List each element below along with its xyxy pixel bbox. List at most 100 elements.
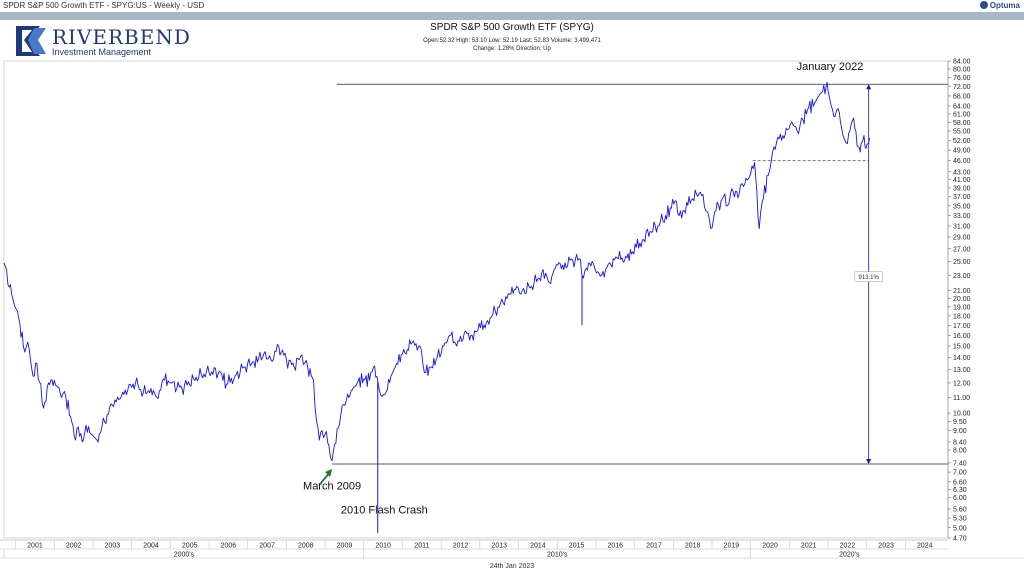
year-label: 2003 (105, 543, 121, 550)
y-tick-label: 52.00 (953, 138, 971, 145)
year-label: 2023 (878, 543, 894, 550)
y-tick-label: 21.00 (953, 288, 971, 295)
year-label: 2018 (685, 543, 701, 550)
year-label: 2012 (453, 543, 469, 550)
chart-date: 24th Jan 2023 (489, 563, 535, 570)
year-label: 2021 (801, 543, 817, 550)
year-label: 2002 (66, 543, 82, 550)
year-label: 2005 (182, 543, 198, 550)
logo-name: RIVERBEND (52, 25, 191, 49)
y-tick-label: 6.60 (953, 479, 967, 486)
year-label: 2024 (917, 543, 933, 550)
year-label: 2016 (607, 543, 623, 550)
year-label: 2008 (298, 543, 314, 550)
y-tick-label: 20.00 (953, 296, 971, 303)
year-label: 2020 (762, 543, 778, 550)
year-label: 2015 (569, 543, 585, 550)
y-tick-label: 31.00 (953, 223, 971, 230)
y-tick-label: 33.00 (953, 213, 971, 220)
y-tick-label: 16.00 (953, 333, 971, 340)
year-label: 2017 (646, 543, 662, 550)
y-tick-label: 10.00 (953, 411, 971, 418)
year-label: 2014 (530, 543, 546, 550)
year-label: 2009 (337, 543, 353, 550)
y-tick-label: 35.00 (953, 203, 971, 210)
year-label: 2010 (375, 543, 391, 550)
y-tick-label: 58.00 (953, 120, 971, 127)
window-titlebar: SPDR S&P 500 Growth ETF - SPYG:US - Week… (0, 0, 1024, 12)
x-axis: 2001 2002 2003 2004 2005 2006 2007 2008 2009 2010… (0, 60, 949, 550)
y-tick-label: 12.00 (953, 380, 971, 387)
y-tick-label: 49.00 (953, 148, 971, 155)
y-tick-label: 72.00 (953, 84, 971, 91)
y-tick-label: 25.00 (953, 259, 971, 266)
brand-name: Optuma (989, 1, 1020, 10)
y-tick-label: 37.00 (953, 194, 971, 201)
y-tick-label: 9.00 (953, 428, 967, 435)
y-tick-label: 5.00 (953, 525, 967, 532)
y-tick-label: 41.00 (953, 177, 971, 184)
y-tick-label: 68.00 (953, 93, 971, 100)
annotation-label: March 2009 (303, 481, 361, 493)
y-tick-label: 13.00 (953, 367, 971, 374)
y-tick-label: 8.00 (953, 448, 967, 455)
y-tick-label: 61.00 (953, 111, 971, 118)
year-label: 2022 (840, 543, 856, 550)
y-tick-label: 5.60 (953, 507, 967, 514)
annotation-label: January 2022 (797, 61, 864, 73)
y-tick-label: 29.00 (953, 234, 971, 241)
riverbend-logo: RIVERBEND Investment Management (14, 24, 190, 58)
measure-label: 913.1% (859, 275, 880, 281)
price-line (3, 81, 870, 462)
overview-timeline-strip[interactable] (0, 12, 1024, 20)
y-tick-label: 64.00 (953, 103, 971, 110)
decade-band: 2000's 2010's 2020's (0, 549, 1024, 559)
year-label: 2013 (491, 543, 507, 550)
y-tick-label: 27.00 (953, 246, 971, 253)
plot-frame (3, 60, 949, 539)
chart-title: SPDR S&P 500 Growth ETF (SPYG) (430, 22, 594, 33)
riverbend-emblem-icon (16, 26, 46, 56)
y-tick-label: 46.00 (953, 158, 971, 165)
change-readout: Change: 1.28% Direction: Up (473, 46, 551, 52)
y-tick-label: 8.40 (953, 439, 967, 446)
measure-label-box (854, 271, 883, 282)
decade-label: 2010's (547, 552, 568, 559)
measure-arrow-down (866, 459, 872, 465)
y-tick-label: 76.00 (953, 75, 971, 82)
y-tick-label: 23.00 (953, 273, 971, 280)
decade-label: 2000's (174, 552, 195, 559)
y-tick-label: 19.00 (953, 304, 971, 311)
year-label: 2001 (27, 543, 43, 550)
y-tick-label: 80.00 (953, 67, 971, 74)
y-tick-label: 15.00 (953, 344, 971, 351)
ohlc-readout: Open:52.32 High: 53.10 Low: 52.19 Last: … (423, 38, 601, 44)
year-label: 2019 (724, 543, 740, 550)
brand-logo[interactable]: Optuma (979, 0, 1020, 12)
year-label: 2011 (414, 543, 429, 550)
y-tick-label: 55.00 (953, 129, 971, 136)
annotations: January 2022 March 2009 2010 Flash Crash (303, 61, 863, 516)
y-tick-label: 5.30 (953, 516, 967, 523)
level-lines: 913.1% (332, 83, 948, 465)
price-series (3, 81, 870, 533)
y-tick-label: 6.00 (953, 495, 967, 502)
measure-arrow-up (866, 84, 872, 90)
y-tick-label: 14.00 (953, 355, 971, 362)
year-label: 2007 (259, 543, 275, 550)
y-tick-label: 43.00 (953, 169, 971, 176)
y-tick-label: 17.00 (953, 323, 971, 330)
logo-subtitle: Investment Management (52, 47, 152, 57)
decade-label: 2020's (839, 552, 860, 559)
y-tick-label: 39.00 (953, 185, 971, 192)
year-label: 2006 (221, 543, 237, 550)
y-tick-label: 6.30 (953, 487, 967, 494)
window-title: SPDR S&P 500 Growth ETF - SPYG:US - Week… (3, 1, 205, 10)
y-tick-label: 7.40 (953, 460, 967, 467)
y-tick-label: 4.70 (953, 536, 967, 543)
annotation-label: 2010 Flash Crash (341, 505, 428, 517)
arrow-head-icon (325, 469, 333, 478)
y-tick-label: 11.00 (953, 395, 970, 402)
